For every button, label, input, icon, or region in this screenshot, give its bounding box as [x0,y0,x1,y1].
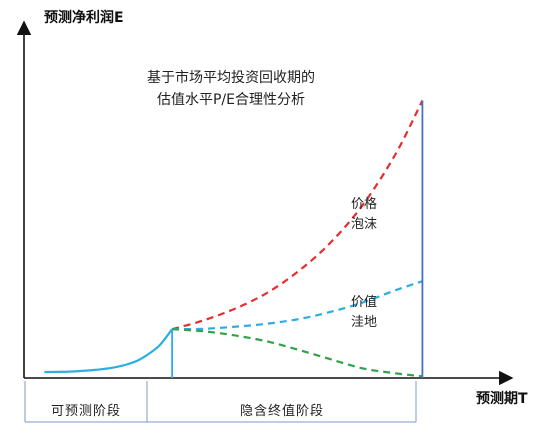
phase-label-forecast: 可预测阶段 [51,404,121,419]
series-fair-blue [172,280,423,331]
chart-title-line-2: 估值水平P/E合理性分析 [157,92,305,108]
x-axis-title: 预测期T [476,390,528,407]
chart-title-line-1: 基于市场平均投资回收期的 [147,69,315,86]
phase-bracket [24,381,417,423]
series-layer [44,100,424,378]
bubble-label-line-1: 价格 [351,196,377,212]
depression-label-line-1: 价值 [351,294,377,310]
bubble-label-line-2: 泡沫 [351,217,377,232]
depression-label-line-2: 洼地 [351,315,377,330]
y-axis-title: 预测净利润E [44,9,124,26]
series-depression-green [172,328,423,378]
series-forecast-solid [44,328,173,374]
phase-label-terminal: 隐含终值阶段 [240,403,324,419]
